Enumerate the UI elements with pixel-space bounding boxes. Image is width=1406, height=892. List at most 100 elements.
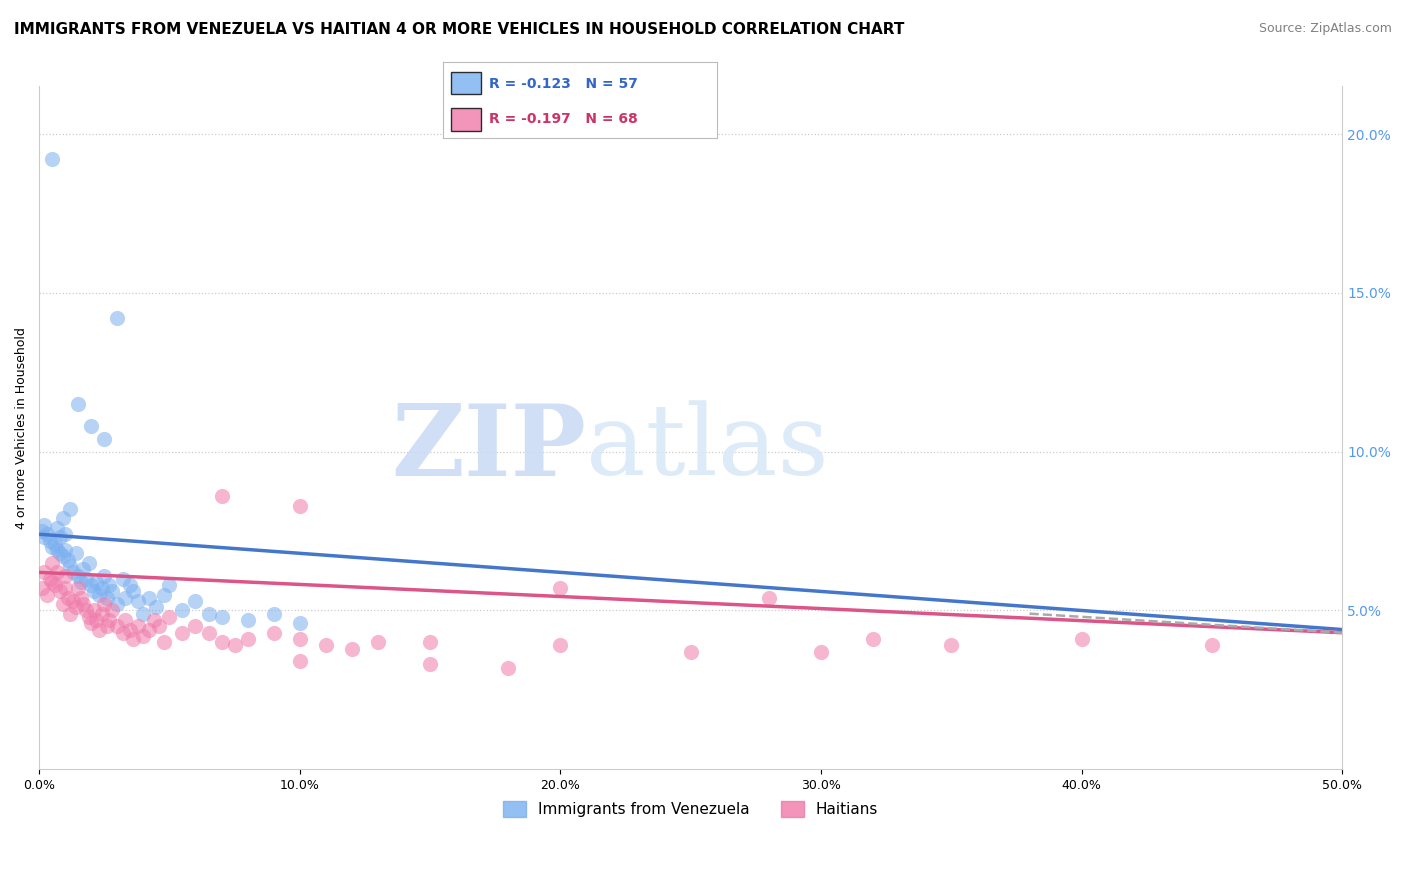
Point: [80, 616, 103, 631]
Point: [41, 153, 63, 167]
Point: [758, 591, 780, 605]
Point: [172, 603, 194, 617]
Point: [211, 610, 233, 624]
Point: [111, 572, 134, 586]
FancyBboxPatch shape: [451, 108, 481, 130]
Point: [52, 549, 75, 564]
Point: [197, 607, 219, 621]
Point: [132, 629, 155, 643]
Point: [67, 581, 90, 595]
Point: [87, 623, 110, 637]
Point: [80, 419, 103, 434]
Point: [114, 613, 136, 627]
Point: [62, 566, 84, 580]
Point: [35, 588, 58, 602]
Y-axis label: 4 or more Vehicles in Household: 4 or more Vehicles in Household: [15, 326, 28, 529]
Point: [53, 543, 76, 558]
Point: [159, 610, 181, 624]
Point: [941, 639, 963, 653]
Point: [236, 613, 259, 627]
Point: [105, 311, 128, 326]
Point: [53, 581, 76, 595]
Point: [44, 578, 66, 592]
Point: [35, 527, 58, 541]
Point: [105, 597, 128, 611]
Point: [62, 594, 84, 608]
Point: [114, 591, 136, 605]
Point: [83, 603, 105, 617]
Point: [65, 600, 87, 615]
Point: [52, 597, 75, 611]
Point: [159, 578, 181, 592]
Point: [197, 625, 219, 640]
Point: [419, 657, 441, 672]
Point: [101, 603, 124, 617]
Legend: Immigrants from Venezuela, Haitians: Immigrants from Venezuela, Haitians: [498, 795, 884, 823]
Point: [288, 616, 311, 631]
Point: [224, 639, 246, 653]
Point: [72, 597, 94, 611]
Point: [679, 645, 702, 659]
Point: [211, 489, 233, 503]
Point: [34, 530, 56, 544]
Text: R = -0.123   N = 57: R = -0.123 N = 57: [489, 77, 638, 91]
Point: [31, 524, 53, 538]
Point: [72, 562, 94, 576]
Point: [86, 613, 108, 627]
Point: [65, 546, 87, 560]
Point: [41, 574, 63, 589]
Point: [263, 607, 285, 621]
Point: [138, 623, 160, 637]
Point: [127, 594, 149, 608]
Point: [87, 588, 110, 602]
Point: [315, 639, 337, 653]
Point: [120, 578, 142, 592]
Point: [288, 654, 311, 668]
Point: [49, 530, 72, 544]
Point: [53, 568, 76, 582]
Point: [288, 632, 311, 646]
Point: [862, 632, 884, 646]
Point: [46, 521, 69, 535]
Point: [96, 619, 118, 633]
Point: [1201, 639, 1223, 653]
Point: [132, 607, 155, 621]
Point: [69, 574, 91, 589]
Point: [31, 581, 53, 595]
Point: [122, 632, 145, 646]
Point: [53, 527, 76, 541]
Point: [120, 623, 142, 637]
Point: [93, 597, 115, 611]
Point: [46, 566, 69, 580]
Point: [550, 581, 572, 595]
Point: [46, 543, 69, 558]
Point: [93, 432, 115, 446]
Point: [101, 584, 124, 599]
Point: [86, 574, 108, 589]
Point: [550, 639, 572, 653]
Point: [122, 584, 145, 599]
Text: Source: ZipAtlas.com: Source: ZipAtlas.com: [1258, 22, 1392, 36]
Point: [211, 635, 233, 649]
Point: [56, 591, 79, 605]
Point: [75, 603, 97, 617]
Point: [49, 546, 72, 560]
Text: R = -0.197   N = 68: R = -0.197 N = 68: [489, 112, 638, 127]
FancyBboxPatch shape: [451, 71, 481, 95]
Point: [142, 613, 165, 627]
Point: [41, 556, 63, 570]
Point: [44, 537, 66, 551]
Text: atlas: atlas: [586, 401, 830, 496]
Point: [34, 566, 56, 580]
Point: [184, 619, 207, 633]
Point: [90, 581, 112, 595]
Point: [288, 499, 311, 513]
Point: [80, 578, 103, 592]
Point: [96, 591, 118, 605]
Point: [1070, 632, 1092, 646]
Point: [184, 594, 207, 608]
Point: [236, 632, 259, 646]
Point: [419, 635, 441, 649]
Text: IMMIGRANTS FROM VENEZUELA VS HAITIAN 4 OR MORE VEHICLES IN HOUSEHOLD CORRELATION: IMMIGRANTS FROM VENEZUELA VS HAITIAN 4 O…: [14, 22, 904, 37]
Point: [56, 552, 79, 566]
